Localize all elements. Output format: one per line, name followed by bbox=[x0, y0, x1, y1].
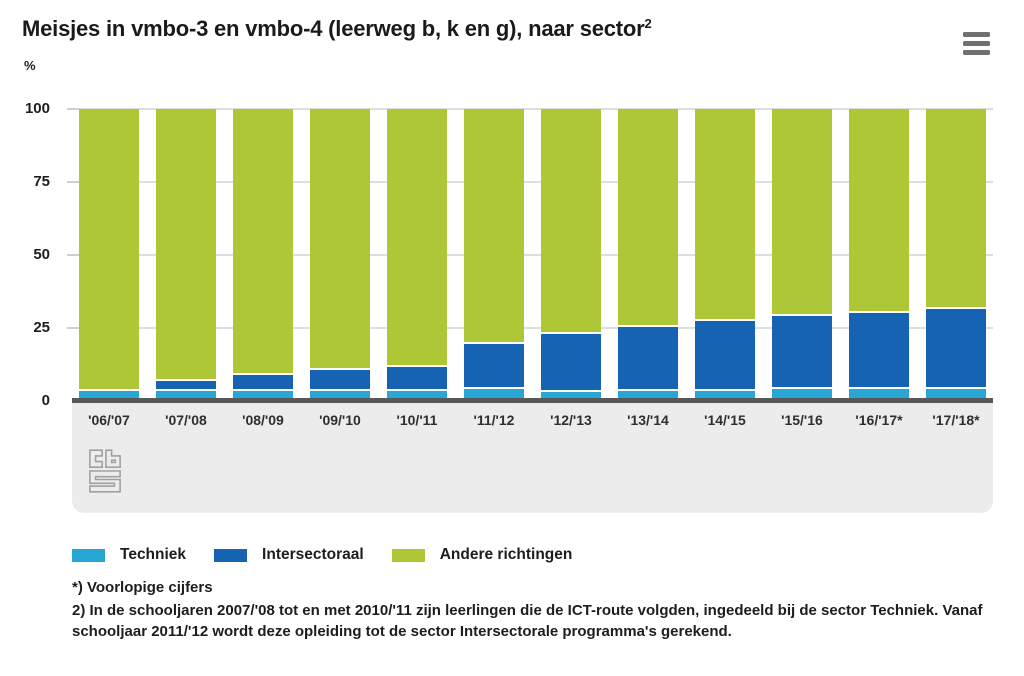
y-axis-tick bbox=[67, 327, 79, 329]
legend-swatch-intersectoraal bbox=[214, 548, 248, 562]
menu-bar bbox=[963, 41, 990, 46]
bar-segment-intersectoraal[interactable] bbox=[772, 316, 832, 390]
x-axis-label: '11/'12 bbox=[473, 412, 515, 428]
x-axis-label: '12/'13 bbox=[550, 412, 592, 428]
bar-'17/'18*[interactable] bbox=[926, 109, 986, 401]
plot-area: 0 25 50 75 100 bbox=[25, 100, 993, 409]
x-axis-band: '06/'07 '07/'08 '08/'09 '09/'10 '10/'11 '11/'… bbox=[72, 401, 993, 513]
bar-segment-intersectoraal[interactable] bbox=[387, 367, 447, 391]
bar-segment-techniek[interactable] bbox=[79, 390, 139, 401]
page-title: Meisjes in vmbo-3 en vmbo-4 (leerweg b, … bbox=[22, 16, 652, 42]
y-axis-label: 100 bbox=[24, 100, 50, 117]
bar-'07/'08[interactable] bbox=[156, 109, 216, 401]
bar-segment-techniek[interactable] bbox=[387, 390, 447, 401]
bar-segment-andere-richtingen[interactable] bbox=[156, 109, 216, 381]
bar-segment-intersectoraal[interactable] bbox=[926, 309, 986, 390]
bar-segment-intersectoraal[interactable] bbox=[618, 326, 678, 391]
bar-segment-intersectoraal[interactable] bbox=[541, 333, 601, 393]
bar-segment-andere-richtingen[interactable] bbox=[618, 109, 678, 327]
bar-'15/'16[interactable] bbox=[772, 109, 832, 401]
bar-segment-intersectoraal[interactable] bbox=[310, 370, 370, 391]
y-axis-tick bbox=[67, 254, 79, 256]
x-axis-label: '16/'17* bbox=[855, 412, 903, 428]
bar-segment-andere-richtingen[interactable] bbox=[849, 109, 909, 314]
bar-segment-intersectoraal[interactable] bbox=[233, 374, 293, 391]
legend: Techniek Intersectoraal Andere richtinge… bbox=[72, 546, 572, 564]
legend-item-andere-richtingen: Andere richtingen bbox=[391, 546, 573, 564]
x-axis-label: '07/'08 bbox=[165, 412, 207, 428]
bar-segment-techniek[interactable] bbox=[772, 389, 832, 401]
bar-segment-andere-richtingen[interactable] bbox=[541, 109, 601, 334]
bar-segment-andere-richtingen[interactable] bbox=[695, 109, 755, 321]
bar-'08/'09[interactable] bbox=[233, 109, 293, 401]
bar-segment-intersectoraal[interactable] bbox=[695, 320, 755, 391]
footnote-voorlopige-cijfers: *) Voorlopige cijfers bbox=[72, 579, 213, 596]
bar-'09/'10[interactable] bbox=[310, 109, 370, 401]
bar-segment-andere-richtingen[interactable] bbox=[310, 109, 370, 371]
bar-segment-andere-richtingen[interactable] bbox=[464, 109, 524, 345]
legend-label: Andere richtingen bbox=[439, 546, 573, 563]
y-axis-label: 50 bbox=[33, 246, 50, 263]
cbs-logo-icon bbox=[89, 449, 121, 493]
bar-'12/'13[interactable] bbox=[541, 109, 601, 401]
bar-segment-andere-richtingen[interactable] bbox=[772, 109, 832, 317]
bar-segment-andere-richtingen[interactable] bbox=[387, 109, 447, 368]
x-axis-label: '06/'07 bbox=[88, 412, 130, 428]
legend-swatch-techniek bbox=[72, 548, 105, 562]
bar-'14/'15[interactable] bbox=[695, 109, 755, 401]
bar-segment-techniek[interactable] bbox=[233, 390, 293, 401]
page-title-text: Meisjes in vmbo-3 en vmbo-4 (leerweg b, … bbox=[22, 16, 645, 41]
gridline-50 bbox=[72, 254, 993, 256]
bar-segment-techniek[interactable] bbox=[156, 390, 216, 401]
bar-segment-intersectoraal[interactable] bbox=[849, 313, 909, 390]
footnote-2: 2) In de schooljaren 2007/'08 tot en met… bbox=[72, 602, 983, 640]
x-axis-label: '14/'15 bbox=[704, 412, 746, 428]
legend-label: Techniek bbox=[120, 546, 187, 563]
bar-segment-techniek[interactable] bbox=[926, 389, 986, 401]
menu-bar bbox=[963, 32, 990, 37]
bar-segment-techniek[interactable] bbox=[464, 389, 524, 401]
y-axis-label: 0 bbox=[41, 392, 50, 409]
stacked-bar-chart: 0 25 50 75 100 '06/'07'07/'08'08/'09'09/'10 '… bbox=[25, 100, 993, 513]
y-axis-unit-label: % bbox=[24, 58, 36, 73]
x-axis-label: '13/'14 bbox=[627, 412, 669, 428]
y-axis-tick bbox=[67, 181, 79, 183]
bar-segment-intersectoraal[interactable] bbox=[156, 380, 216, 391]
menu-bar bbox=[963, 50, 990, 55]
bar-segment-andere-richtingen[interactable] bbox=[79, 109, 139, 391]
title-footnote-marker: 2 bbox=[644, 16, 652, 31]
x-axis-label: '17/'18* bbox=[932, 412, 980, 428]
x-axis-label: '10/'11 bbox=[396, 412, 438, 428]
bar-'06/'07[interactable] bbox=[79, 109, 139, 401]
bar-'11/'12[interactable] bbox=[464, 109, 524, 401]
x-axis-label: '09/'10 bbox=[319, 412, 361, 428]
gridline-75 bbox=[72, 181, 993, 183]
bar-segment-techniek[interactable] bbox=[849, 389, 909, 401]
hamburger-menu-icon[interactable] bbox=[963, 32, 990, 59]
gridline-100 bbox=[72, 108, 993, 110]
bar-segment-techniek[interactable] bbox=[310, 390, 370, 401]
bar-'10/'11[interactable] bbox=[387, 109, 447, 401]
x-axis-baseline bbox=[72, 398, 993, 403]
y-axis-tick bbox=[67, 108, 79, 110]
bar-segment-andere-richtingen[interactable] bbox=[233, 109, 293, 375]
gridline-25 bbox=[72, 327, 993, 329]
footnotes: *) Voorlopige cijfers 2) In de schooljar… bbox=[72, 577, 988, 642]
bar-segment-techniek[interactable] bbox=[695, 390, 755, 401]
bar-'13/'14[interactable] bbox=[618, 109, 678, 401]
bar-'16/'17*[interactable] bbox=[849, 109, 909, 401]
bar-segment-techniek[interactable] bbox=[541, 392, 601, 401]
y-axis-label: 25 bbox=[33, 319, 50, 336]
legend-item-intersectoraal: Intersectoraal bbox=[214, 546, 364, 564]
bar-segment-andere-richtingen[interactable] bbox=[926, 109, 986, 310]
x-axis-label: '08/'09 bbox=[242, 412, 284, 428]
y-axis-label: 75 bbox=[33, 173, 50, 190]
legend-item-techniek: Techniek bbox=[72, 546, 186, 564]
legend-label: Intersectoraal bbox=[262, 546, 364, 563]
bar-segment-intersectoraal[interactable] bbox=[464, 344, 524, 390]
legend-swatch-andere-richtingen bbox=[391, 548, 425, 562]
x-axis-label: '15/'16 bbox=[781, 412, 823, 428]
bar-segment-techniek[interactable] bbox=[618, 390, 678, 401]
